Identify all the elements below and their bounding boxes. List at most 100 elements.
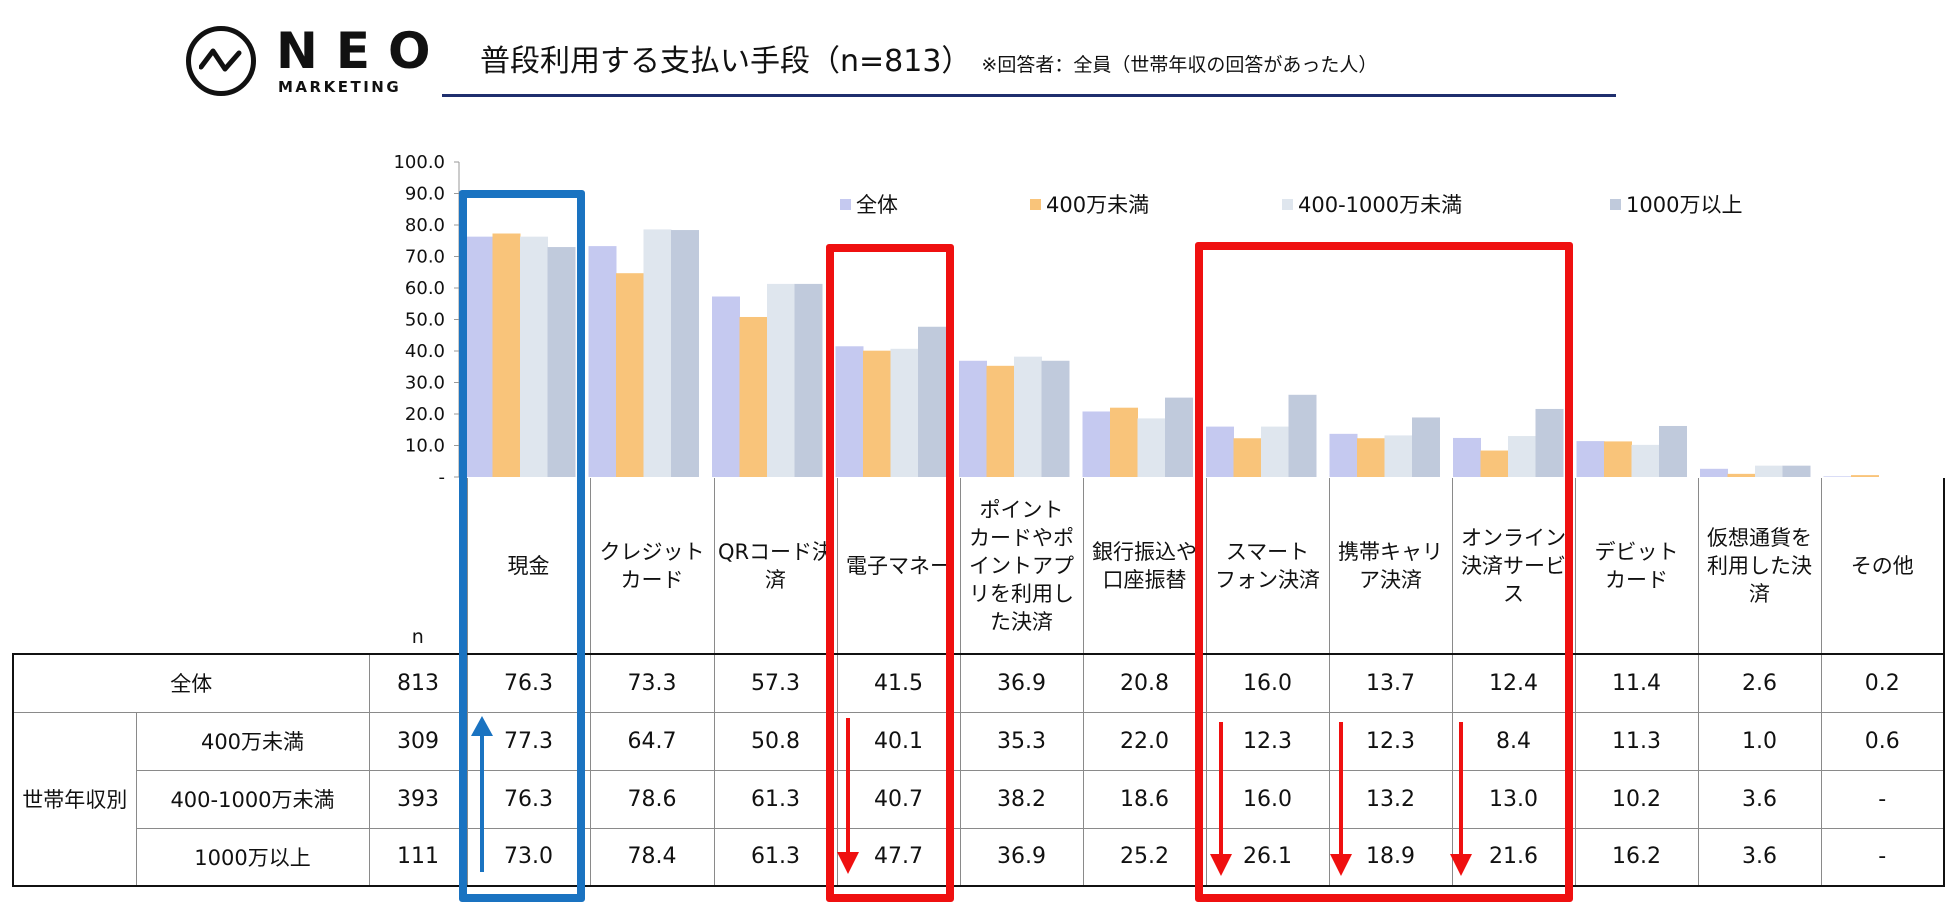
y-tick-label: 90.0 bbox=[405, 184, 445, 205]
row-label: 400万未満 bbox=[135, 711, 370, 771]
bar-10-series-2 bbox=[1604, 441, 1632, 477]
legend-label: 400万未満 bbox=[1046, 193, 1149, 217]
legend-swatch bbox=[1030, 199, 1041, 210]
bar-5-series-4 bbox=[1041, 360, 1070, 477]
row-n: 813 bbox=[368, 653, 468, 713]
bar-6-series-2 bbox=[1110, 407, 1138, 477]
bar-2-series-1 bbox=[588, 246, 617, 477]
table-row: 1000万以上 111 73.0 78.4 61.3 47.7 36.9 25.2 26.1 18… bbox=[13, 827, 1945, 887]
bar-10-series-4 bbox=[1659, 425, 1687, 477]
bar-5-series-2 bbox=[986, 365, 1015, 477]
row-label: 1000万以上 bbox=[135, 827, 370, 887]
table-cell: 12.4 bbox=[1451, 653, 1576, 713]
legend-label: 1000万以上 bbox=[1626, 193, 1742, 217]
bar-chart: 100.0 90.0 80.0 70.0 60.0 50.0 40.0 30.0 20.0 10.… bbox=[393, 152, 1879, 480]
table-cell: 11.3 bbox=[1574, 711, 1699, 771]
bar-3-series-2 bbox=[739, 316, 768, 477]
legend-item: 全体 bbox=[840, 193, 898, 217]
table-cell: 25.2 bbox=[1082, 827, 1207, 887]
legend-item: 400万未満 bbox=[1030, 193, 1149, 217]
table-cell: 10.2 bbox=[1574, 769, 1699, 829]
table-cell: 40.7 bbox=[836, 769, 961, 829]
table-cell: 0.6 bbox=[1820, 711, 1945, 771]
table-cell: 3.6 bbox=[1697, 769, 1822, 829]
bar-6-series-3 bbox=[1137, 418, 1166, 477]
legend-swatch bbox=[1610, 199, 1621, 210]
table-row: 400-1000万未満 393 76.3 78.6 61.3 40.7 38.2 18.6 16… bbox=[13, 769, 1945, 829]
table-row: 全体 813 76.3 73.3 57.3 41.5 36.9 20.8 16.0 13.7 12.… bbox=[12, 653, 1945, 713]
column-header: その他 bbox=[1820, 478, 1945, 655]
bar-4-series-2 bbox=[863, 350, 891, 477]
table-cell: 18.6 bbox=[1082, 769, 1207, 829]
n-column-header: n bbox=[369, 478, 468, 654]
bar-11-series-2 bbox=[1727, 473, 1756, 477]
bar-9-series-1 bbox=[1453, 437, 1481, 477]
table-cell: 38.2 bbox=[959, 769, 1084, 829]
logo-name: NEO bbox=[276, 22, 449, 80]
bar-7-series-2 bbox=[1233, 438, 1262, 477]
group-label: 世帯年収別 bbox=[12, 711, 137, 887]
bar-2-series-3 bbox=[643, 229, 672, 477]
table-cell: 18.9 bbox=[1328, 827, 1453, 887]
bar-1-series-1 bbox=[465, 236, 493, 477]
table-cell: 36.9 bbox=[959, 653, 1084, 713]
table-cell: 64.7 bbox=[589, 711, 715, 771]
y-tick-label: - bbox=[439, 467, 446, 480]
highlight-cash-box bbox=[459, 190, 585, 902]
bar-7-series-3 bbox=[1261, 426, 1289, 477]
legend-swatch bbox=[840, 199, 851, 210]
respondent-note: ※回答者：全員（世帯年収の回答があった人） bbox=[981, 54, 1378, 76]
bar-2-series-4 bbox=[671, 230, 699, 477]
table-cell: 20.8 bbox=[1082, 653, 1207, 713]
bar-2-series-2 bbox=[616, 273, 644, 477]
row-n: 111 bbox=[368, 827, 468, 887]
logo-subtitle: MARKETING bbox=[278, 78, 402, 96]
bar-4-series-4 bbox=[918, 326, 946, 477]
table-cell: 13.2 bbox=[1328, 769, 1453, 829]
bar-8-series-4 bbox=[1412, 417, 1440, 477]
table-cell: 73.3 bbox=[589, 653, 715, 713]
table-cell: - bbox=[1820, 827, 1945, 887]
bar-3-series-1 bbox=[712, 296, 740, 477]
page-title: 普段利用する支払い手段（n=813） ※回答者：全員（世帯年収の回答があった人） bbox=[480, 36, 1377, 80]
bar-11-series-4 bbox=[1782, 465, 1811, 477]
y-tick-label: 50.0 bbox=[405, 310, 445, 331]
table-cell: - bbox=[1820, 769, 1945, 829]
table-cell: 11.4 bbox=[1574, 653, 1699, 713]
bar-1-series-2 bbox=[492, 233, 521, 477]
y-tick-label: 20.0 bbox=[405, 404, 445, 425]
table-cell: 73.0 bbox=[466, 827, 591, 887]
bar-6-series-4 bbox=[1165, 397, 1193, 477]
bar-9-series-3 bbox=[1508, 436, 1536, 477]
column-header: スマート フォン決済 bbox=[1205, 478, 1330, 655]
bar-8-series-1 bbox=[1329, 433, 1358, 477]
table-corner bbox=[13, 478, 369, 654]
table-cell: 40.1 bbox=[836, 711, 961, 771]
legend-item: 400-1000万未満 bbox=[1282, 193, 1462, 217]
table-cell: 16.0 bbox=[1205, 769, 1330, 829]
table-cell: 57.3 bbox=[713, 653, 838, 713]
table-cell: 13.0 bbox=[1451, 769, 1576, 829]
bar-1-series-4 bbox=[547, 247, 576, 477]
table-cell: 50.8 bbox=[713, 711, 838, 771]
bar-8-series-2 bbox=[1357, 438, 1385, 477]
bar-8-series-3 bbox=[1384, 435, 1413, 477]
bar-7-series-1 bbox=[1206, 426, 1234, 477]
table-cell: 12.3 bbox=[1328, 711, 1453, 771]
y-tick-label: 30.0 bbox=[405, 373, 445, 394]
neo-marketing-logo: NEO MARKETING bbox=[186, 22, 431, 96]
table-cell: 76.3 bbox=[466, 769, 591, 829]
logo-mark-icon bbox=[186, 26, 256, 96]
table-cell: 36.9 bbox=[959, 827, 1084, 887]
column-header: QRコード決済 bbox=[713, 478, 838, 655]
table-cell: 2.6 bbox=[1697, 653, 1822, 713]
bar-7-series-4 bbox=[1288, 394, 1317, 477]
y-tick-label: 10.0 bbox=[405, 436, 445, 457]
bar-5-series-1 bbox=[959, 360, 987, 477]
table-cell: 61.3 bbox=[713, 827, 838, 887]
bar-5-series-3 bbox=[1014, 356, 1042, 477]
legend-item: 1000万以上 bbox=[1610, 193, 1742, 217]
table-cell: 16.0 bbox=[1205, 653, 1330, 713]
legend-swatch bbox=[1282, 199, 1293, 210]
row-label: 400-1000万未満 bbox=[135, 769, 370, 829]
